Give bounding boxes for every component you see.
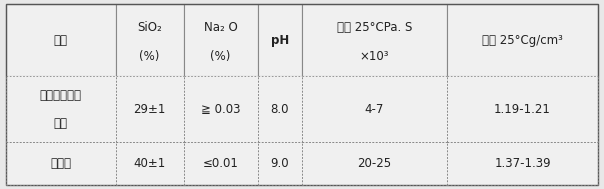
Bar xyxy=(184,76,257,142)
Text: 型号: 型号 xyxy=(54,34,68,46)
Bar xyxy=(257,4,302,76)
Text: SiO₂: SiO₂ xyxy=(137,21,162,34)
Text: 9.0: 9.0 xyxy=(271,157,289,170)
Bar xyxy=(257,142,302,185)
Text: 溶胶: 溶胶 xyxy=(54,117,68,130)
Text: pH: pH xyxy=(271,34,289,46)
Text: 1.19-1.21: 1.19-1.21 xyxy=(494,102,551,115)
Text: 4-7: 4-7 xyxy=(365,102,384,115)
Text: 普通二氧化硯: 普通二氧化硯 xyxy=(40,89,82,102)
Bar xyxy=(447,76,598,142)
Text: 20-25: 20-25 xyxy=(358,157,391,170)
Bar xyxy=(257,76,302,142)
Text: 粘度 25°CPa. S: 粘度 25°CPa. S xyxy=(337,21,412,34)
Text: 本发明: 本发明 xyxy=(50,157,71,170)
Text: 粘度 25°Cg/cm³: 粘度 25°Cg/cm³ xyxy=(482,34,563,46)
Bar xyxy=(115,4,184,76)
Text: ≧ 0.03: ≧ 0.03 xyxy=(201,102,240,115)
Text: (%): (%) xyxy=(140,50,160,63)
Bar xyxy=(302,4,447,76)
Bar xyxy=(184,4,257,76)
Bar xyxy=(302,142,447,185)
Text: 40±1: 40±1 xyxy=(133,157,165,170)
Bar xyxy=(6,76,115,142)
Bar xyxy=(6,142,115,185)
Text: 29±1: 29±1 xyxy=(133,102,165,115)
Text: 8.0: 8.0 xyxy=(271,102,289,115)
Text: 1.37-1.39: 1.37-1.39 xyxy=(494,157,551,170)
Text: ×10³: ×10³ xyxy=(360,50,389,63)
Bar xyxy=(184,142,257,185)
Text: (%): (%) xyxy=(210,50,231,63)
Bar xyxy=(302,76,447,142)
Text: Na₂ O: Na₂ O xyxy=(204,21,237,34)
Text: ≤0.01: ≤0.01 xyxy=(203,157,239,170)
Bar xyxy=(447,142,598,185)
Bar xyxy=(115,76,184,142)
Bar xyxy=(6,4,115,76)
Bar xyxy=(115,142,184,185)
Bar xyxy=(447,4,598,76)
